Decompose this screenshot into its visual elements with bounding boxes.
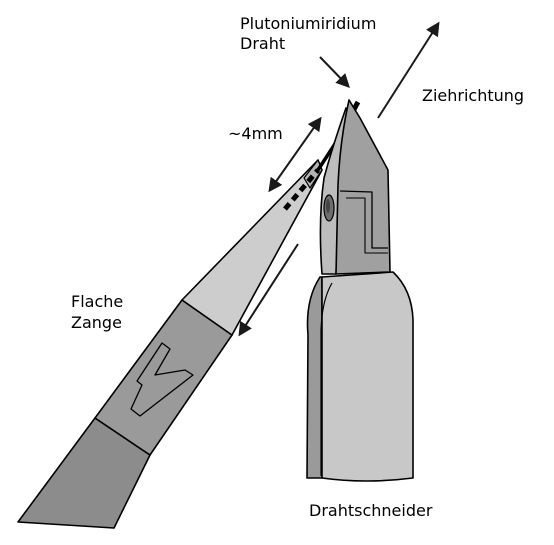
cutter-pivot-highlight xyxy=(326,199,330,213)
flat-pliers-slot xyxy=(130,342,194,417)
cutter-jaw-slot-inner xyxy=(346,197,388,254)
cutter-label: Drahtschneider xyxy=(309,501,433,520)
cutter-front-jaw xyxy=(335,99,391,275)
pull-direction-label: Ziehrichtung xyxy=(422,86,525,105)
cutter-back-handle xyxy=(306,276,323,479)
arrows xyxy=(238,21,440,337)
motion-arrow xyxy=(238,243,299,337)
cutter-jaw-slot xyxy=(339,190,388,249)
pliers-label-line1: Flache xyxy=(71,292,124,311)
wire-label-line2: Draht xyxy=(240,34,286,53)
wire-label-line1: Plutoniumiridium xyxy=(240,14,377,33)
flat-pliers xyxy=(17,159,323,529)
wire-cutter xyxy=(306,99,414,482)
cutter-handle-edge xyxy=(320,282,333,476)
pliers-label-line2: Zange xyxy=(71,313,122,332)
wire-pointer-arrow xyxy=(319,56,350,89)
cutter-front-handle xyxy=(321,271,414,482)
distance-double-arrow xyxy=(268,116,322,193)
distance-label: ~4mm xyxy=(228,124,283,143)
pull-direction-arrow xyxy=(377,21,440,119)
